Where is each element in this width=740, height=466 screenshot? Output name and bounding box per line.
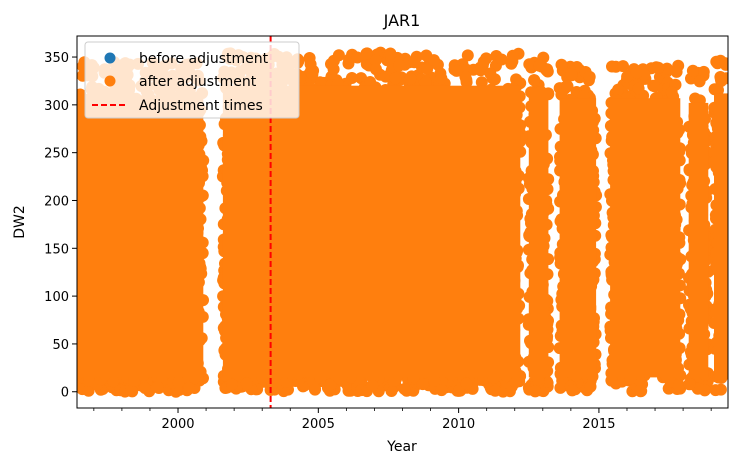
data-point <box>327 63 340 76</box>
data-point <box>583 70 596 83</box>
data-point <box>461 49 474 62</box>
data-point <box>416 378 429 391</box>
data-point <box>226 378 239 391</box>
data-point <box>342 57 355 70</box>
data-band <box>559 98 597 378</box>
data-point <box>612 83 625 96</box>
data-point <box>529 385 542 398</box>
data-point <box>427 54 440 67</box>
data-point <box>554 381 567 394</box>
data-point <box>606 60 618 73</box>
data-point <box>360 47 373 60</box>
data-point <box>621 70 634 83</box>
data-point <box>435 384 448 397</box>
data-point <box>306 68 319 81</box>
data-point <box>665 86 678 99</box>
data-point <box>83 374 95 387</box>
data-point <box>452 384 465 397</box>
data-point <box>398 383 411 395</box>
data-point <box>523 58 536 71</box>
data-point <box>172 376 185 389</box>
data-point <box>561 80 574 93</box>
data-point <box>332 49 345 62</box>
data-point <box>366 379 379 392</box>
data-point <box>419 76 432 89</box>
data-band <box>77 95 204 378</box>
data-point <box>459 70 472 83</box>
data-point <box>489 384 502 397</box>
data-point <box>125 384 138 397</box>
data-band <box>528 90 549 378</box>
data-point <box>107 375 120 388</box>
chart-title: JAR1 <box>383 11 421 30</box>
data-point <box>128 374 140 387</box>
data-point <box>304 58 317 71</box>
data-point <box>475 76 488 89</box>
data-point <box>408 56 421 69</box>
data-point <box>370 63 382 76</box>
data-point <box>151 381 164 394</box>
data-point <box>652 61 665 74</box>
data-point <box>240 377 253 390</box>
data-point <box>477 55 490 68</box>
data-point <box>509 376 522 389</box>
data-point <box>309 383 321 396</box>
data-point <box>533 59 546 72</box>
data-point <box>139 382 151 394</box>
data-point <box>389 72 402 85</box>
data-point <box>661 62 673 75</box>
data-point <box>566 384 579 397</box>
data-point <box>555 58 568 71</box>
data-point <box>351 51 364 64</box>
data-point <box>506 49 519 62</box>
data-point <box>421 62 434 75</box>
data-point <box>384 47 397 60</box>
data-point <box>393 59 406 72</box>
data-point <box>324 378 337 391</box>
data-point <box>450 64 463 77</box>
data-point <box>183 382 196 395</box>
data-point <box>435 72 448 85</box>
data-point <box>484 67 497 80</box>
data-point <box>555 88 568 101</box>
data-point <box>605 374 618 387</box>
data-point <box>385 385 398 397</box>
data-point <box>495 53 508 66</box>
data-point <box>404 73 417 85</box>
data-point <box>460 377 473 390</box>
data-band <box>222 85 521 378</box>
data-point <box>584 380 597 393</box>
data-point <box>565 68 578 81</box>
data-point <box>369 54 382 67</box>
data-point <box>528 74 541 87</box>
data-point <box>428 374 441 387</box>
